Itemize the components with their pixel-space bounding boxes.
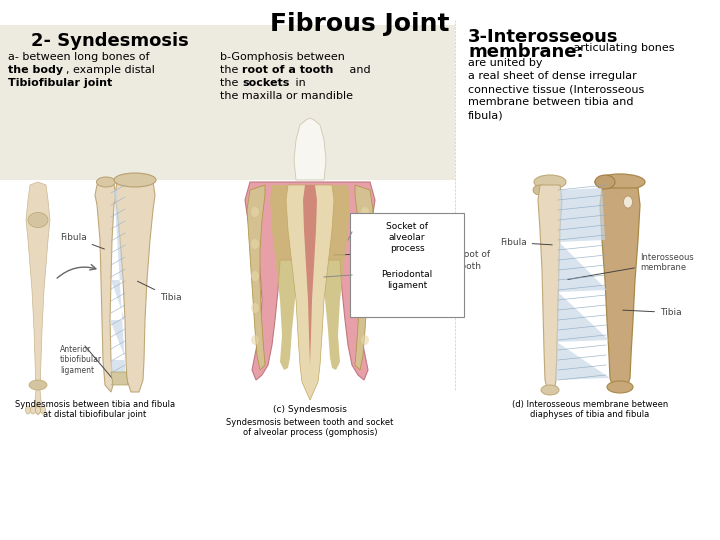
Polygon shape (320, 185, 350, 370)
Text: process: process (390, 244, 424, 253)
Text: and: and (346, 65, 371, 75)
Polygon shape (538, 185, 562, 392)
Polygon shape (270, 185, 300, 370)
Ellipse shape (251, 335, 259, 345)
Text: Socket of: Socket of (386, 222, 428, 231)
Text: Fibula: Fibula (60, 233, 104, 249)
Text: Syndesmosis between tooth and socket
of alveolar process (gomphosis): Syndesmosis between tooth and socket of … (226, 418, 394, 437)
Ellipse shape (361, 239, 369, 249)
Ellipse shape (361, 271, 369, 281)
Ellipse shape (35, 406, 40, 414)
Text: alveolar: alveolar (389, 233, 426, 242)
Text: , example distal: , example distal (66, 65, 155, 75)
Polygon shape (245, 182, 375, 380)
Text: 2- Syndesmosis: 2- Syndesmosis (31, 32, 189, 50)
Text: the body: the body (8, 65, 63, 75)
Text: tooth: tooth (458, 262, 482, 271)
Ellipse shape (624, 196, 632, 208)
Text: a- between long bones of: a- between long bones of (8, 52, 150, 62)
Ellipse shape (40, 406, 45, 414)
Text: Periodontal: Periodontal (382, 270, 433, 279)
Ellipse shape (96, 177, 115, 187)
Text: articulating bones: articulating bones (570, 43, 675, 53)
Ellipse shape (607, 381, 633, 393)
FancyBboxPatch shape (0, 25, 455, 180)
Text: sockets: sockets (242, 78, 289, 88)
Text: ligament: ligament (387, 281, 427, 290)
Text: root of a tooth: root of a tooth (242, 65, 333, 75)
Ellipse shape (251, 239, 259, 249)
Polygon shape (111, 372, 128, 385)
Polygon shape (115, 175, 155, 392)
Ellipse shape (114, 173, 156, 187)
Polygon shape (355, 185, 373, 370)
Text: (d) Interosseous membrane between
diaphyses of tibia and fibula: (d) Interosseous membrane between diaphy… (512, 400, 668, 420)
Text: Syndesmosis between tibia and fibula
at distal tibiofibular joint: Syndesmosis between tibia and fibula at … (15, 400, 175, 420)
Text: a real sheet of dense irregular: a real sheet of dense irregular (468, 71, 636, 81)
Polygon shape (286, 185, 334, 400)
Ellipse shape (595, 175, 615, 189)
Text: are united by: are united by (468, 58, 542, 68)
Polygon shape (303, 185, 317, 365)
Text: Tibiofibular joint: Tibiofibular joint (8, 78, 112, 88)
Text: b-Gomphosis between: b-Gomphosis between (220, 52, 345, 62)
Polygon shape (95, 180, 116, 392)
Ellipse shape (361, 303, 369, 313)
Text: Tibia: Tibia (138, 281, 181, 302)
Text: 3-Interosseous: 3-Interosseous (468, 28, 618, 46)
Ellipse shape (534, 175, 566, 189)
Text: fibula): fibula) (468, 110, 503, 120)
Text: in: in (292, 78, 306, 88)
Text: (c) Syndesmosis: (c) Syndesmosis (273, 405, 347, 414)
Text: Interosseous
membrane: Interosseous membrane (568, 253, 694, 280)
Ellipse shape (595, 174, 645, 190)
Polygon shape (110, 190, 126, 385)
FancyBboxPatch shape (350, 213, 464, 317)
Ellipse shape (30, 406, 35, 414)
Text: Fibula: Fibula (500, 238, 552, 247)
Text: Anterior
tibiofibular
ligament: Anterior tibiofibular ligament (60, 345, 102, 375)
Text: membrane between tibia and: membrane between tibia and (468, 97, 634, 107)
Polygon shape (247, 185, 265, 370)
Text: connective tissue (Interosseous: connective tissue (Interosseous (468, 84, 644, 94)
Ellipse shape (251, 207, 259, 217)
Text: Root of: Root of (458, 250, 490, 259)
Ellipse shape (361, 207, 369, 217)
Text: membrane:: membrane: (468, 43, 584, 61)
Text: the: the (220, 78, 242, 88)
Text: the: the (220, 65, 242, 75)
Ellipse shape (25, 406, 30, 414)
Ellipse shape (251, 303, 259, 313)
Polygon shape (556, 188, 610, 380)
Text: the maxilla or mandible: the maxilla or mandible (220, 91, 353, 101)
Ellipse shape (28, 213, 48, 227)
Text: Fibrous Joint: Fibrous Joint (270, 12, 450, 36)
Text: Tibia: Tibia (623, 308, 682, 317)
Ellipse shape (361, 335, 369, 345)
Polygon shape (294, 118, 326, 180)
Ellipse shape (533, 185, 547, 195)
Ellipse shape (541, 385, 559, 395)
Ellipse shape (251, 271, 259, 281)
Polygon shape (26, 182, 50, 415)
Polygon shape (600, 188, 640, 390)
Ellipse shape (29, 380, 47, 390)
